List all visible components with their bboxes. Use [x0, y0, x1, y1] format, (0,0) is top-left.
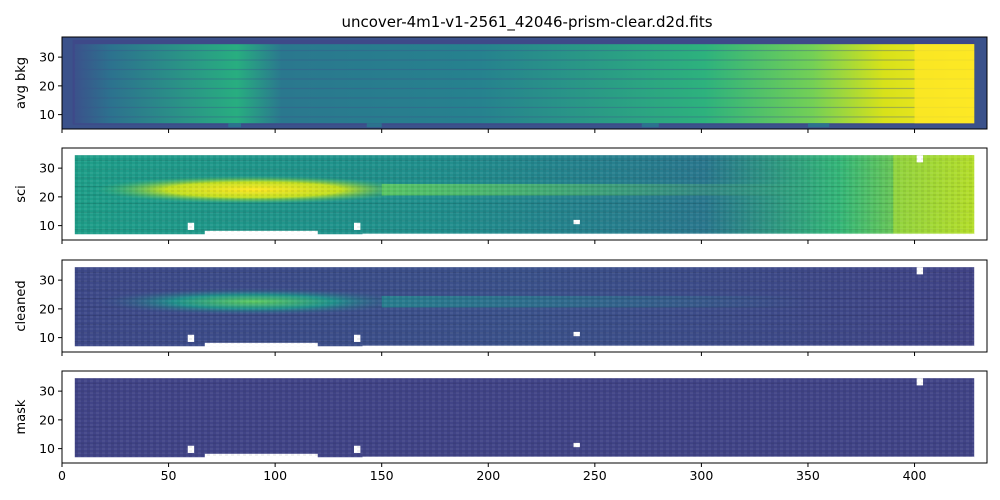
x-tick-label: 50	[161, 468, 177, 483]
axes-frame	[61, 370, 988, 464]
heatmap-stripe	[74, 106, 975, 109]
heatmap-notch	[228, 123, 242, 128]
heatmap-stripe	[74, 49, 975, 52]
heatmap-image	[62, 37, 987, 129]
heatmap-notch	[366, 123, 382, 128]
y-tick-label: 30	[39, 273, 55, 288]
mask-cutout	[362, 345, 975, 352]
x-tick-label: 0	[58, 468, 66, 483]
y-tick-label: 20	[39, 301, 55, 316]
y-tick-label: 20	[39, 412, 55, 427]
y-tick-label: 20	[39, 78, 55, 93]
mask-cutout	[204, 342, 318, 352]
mask-cutout	[362, 456, 975, 463]
mask-cutout	[204, 453, 318, 463]
y-tick-label: 10	[39, 441, 55, 456]
axes-frame	[61, 36, 988, 130]
x-tick-label: 100	[263, 468, 287, 483]
y-tick-label: 10	[39, 330, 55, 345]
heatmap-stripe	[74, 59, 975, 61]
heatmap-stripe	[74, 97, 975, 99]
heatmap-stripe	[74, 116, 975, 118]
y-tick-label: 10	[39, 218, 55, 233]
heatmap-stripe	[74, 87, 975, 90]
heatmap-stripe	[74, 78, 975, 80]
y-tick-label: 20	[39, 189, 55, 204]
heatmap-image	[74, 378, 975, 463]
heatmap-noise	[74, 267, 975, 347]
heatmap-stripe	[74, 68, 975, 71]
heatmap-band	[74, 44, 975, 124]
panel-sci: 10 20 30 sci	[14, 147, 988, 244]
panel-cleaned: 10 20 30 cleaned	[14, 259, 988, 356]
heatmap-image	[74, 155, 975, 240]
axes-frame	[61, 259, 988, 353]
x-tick-label: 300	[689, 468, 713, 483]
y-axis-label: avg bkg	[14, 57, 29, 109]
mask-cutout	[204, 230, 318, 240]
panel-avg-bkg: 10 20 30 avg bkg	[14, 36, 988, 133]
y-tick-label: 30	[39, 384, 55, 399]
figure-title: uncover-4m1-v1-2561_42046-prism-clear.d2…	[341, 13, 712, 32]
heatmap-noise	[74, 155, 975, 235]
x-tick-label: 350	[796, 468, 820, 483]
heatmap-bright-region	[914, 44, 975, 124]
y-axis-label: cleaned	[14, 280, 29, 331]
heatmap-notch	[807, 123, 830, 128]
x-tick-label: 150	[370, 468, 394, 483]
heatmap-image	[74, 267, 975, 352]
y-tick-label: 30	[39, 50, 55, 65]
x-tick-label: 250	[583, 468, 607, 483]
heatmap-notch	[641, 123, 659, 128]
y-tick-label: 10	[39, 107, 55, 122]
x-tick-label: 400	[903, 468, 927, 483]
axes-frame	[61, 147, 988, 241]
heatmap-noise	[74, 378, 975, 458]
mask-cutout	[362, 233, 975, 240]
x-tick-label: 200	[476, 468, 500, 483]
y-tick-label: 30	[39, 161, 55, 176]
y-axis-label: mask	[14, 399, 29, 434]
y-axis-label: sci	[14, 185, 29, 203]
